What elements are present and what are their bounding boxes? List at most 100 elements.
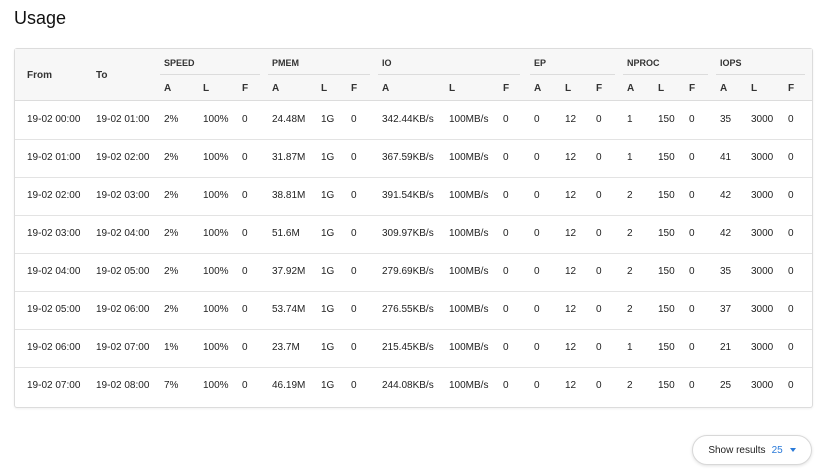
show-results-label: Show results — [708, 444, 766, 456]
subcolumn-header-iops-l: L — [751, 83, 758, 94]
column-header-from: From — [27, 70, 52, 81]
table-cell: 0 — [351, 152, 357, 163]
table-cell: 2% — [164, 266, 179, 277]
table-cell: 0 — [503, 152, 509, 163]
subcolumn-header-nproc-f: F — [689, 83, 696, 94]
table-cell: 0 — [503, 380, 509, 391]
table-cell: 19-02 04:00 — [96, 228, 150, 239]
subcolumn-header-iops-f: F — [788, 83, 795, 94]
table-cell: 19-02 02:00 — [96, 152, 150, 163]
table-cell: 25 — [720, 380, 732, 391]
table-cell: 0 — [503, 228, 509, 239]
group-header-ep: EP — [534, 58, 547, 68]
table-cell: 53.74M — [272, 304, 306, 315]
table-cell: 0 — [503, 342, 509, 353]
table-cell: 19-02 06:00 — [27, 342, 81, 353]
table-cell: 0 — [534, 152, 540, 163]
table-cell: 0 — [596, 228, 602, 239]
table-cell: 24.48M — [272, 114, 306, 125]
table-row: 19-02 05:00 19-02 06:00 2% 100% 0 53.74M 1G 0 27… — [15, 292, 812, 330]
usage-table: From To SPEED A L F PMEM A L F IO A L F EP A L F NPROC A L F I… — [14, 48, 813, 408]
table-cell: 0 — [503, 114, 509, 125]
table-cell: 0 — [596, 114, 602, 125]
table-cell: 19-02 08:00 — [96, 380, 150, 391]
column-header-to: To — [96, 70, 108, 81]
table-cell: 23.7M — [272, 342, 300, 353]
table-cell: 0 — [242, 266, 248, 277]
subcolumn-header-io-f: F — [503, 83, 510, 94]
table-cell: 0 — [689, 380, 695, 391]
table-row: 19-02 06:00 19-02 07:00 1% 100% 0 23.7M 1G 0 215… — [15, 330, 812, 368]
table-cell: 19-02 06:00 — [96, 304, 150, 315]
group-header-iops: IOPS — [720, 58, 742, 68]
table-cell: 0 — [788, 190, 794, 201]
table-cell: 35 — [720, 114, 732, 125]
table-cell: 19-02 00:00 — [27, 114, 81, 125]
table-cell: 0 — [689, 228, 695, 239]
table-cell: 19-02 03:00 — [96, 190, 150, 201]
table-cell: 51.6M — [272, 228, 300, 239]
table-cell: 276.55KB/s — [382, 304, 434, 315]
group-header-io: IO — [382, 58, 392, 68]
page-title: Usage — [14, 8, 67, 28]
table-cell: 150 — [658, 114, 675, 125]
table-row: 19-02 02:00 19-02 03:00 2% 100% 0 38.81M 1G 0 39… — [15, 178, 812, 216]
table-cell: 0 — [351, 190, 357, 201]
table-cell: 38.81M — [272, 190, 306, 201]
table-cell: 1G — [321, 228, 335, 239]
table-cell: 12 — [565, 114, 577, 125]
table-cell: 3000 — [751, 114, 774, 125]
table-cell: 0 — [534, 342, 540, 353]
table-cell: 3000 — [751, 342, 774, 353]
table-cell: 12 — [565, 152, 577, 163]
table-cell: 0 — [351, 380, 357, 391]
table-cell: 150 — [658, 190, 675, 201]
table-cell: 2% — [164, 114, 179, 125]
table-row: 19-02 00:00 19-02 01:00 2% 100% 0 24.48M 1G 0 34… — [15, 102, 812, 140]
table-cell: 42 — [720, 190, 732, 201]
group-divider — [268, 74, 370, 75]
group-divider — [530, 74, 615, 75]
subcolumn-header-ep-a: A — [534, 83, 542, 94]
table-cell: 19-02 04:00 — [27, 266, 81, 277]
table-cell: 100% — [203, 304, 229, 315]
table-cell: 19-02 05:00 — [96, 266, 150, 277]
table-cell: 150 — [658, 304, 675, 315]
table-cell: 42 — [720, 228, 732, 239]
table-cell: 100MB/s — [449, 228, 489, 239]
table-cell: 2% — [164, 152, 179, 163]
show-results-dropdown[interactable]: Show results 25 — [692, 435, 812, 465]
subcolumn-header-nproc-l: L — [658, 83, 665, 94]
table-cell: 100% — [203, 190, 229, 201]
table-cell: 0 — [503, 190, 509, 201]
table-cell: 100MB/s — [449, 266, 489, 277]
table-cell: 3000 — [751, 152, 774, 163]
table-cell: 1G — [321, 114, 335, 125]
table-cell: 0 — [351, 266, 357, 277]
table-cell: 0 — [242, 342, 248, 353]
group-header-speed: SPEED — [164, 58, 195, 68]
show-results-value: 25 — [771, 444, 783, 456]
table-cell: 100% — [203, 228, 229, 239]
table-cell: 100% — [203, 380, 229, 391]
table-cell: 100MB/s — [449, 152, 489, 163]
table-cell: 100MB/s — [449, 380, 489, 391]
table-cell: 3000 — [751, 190, 774, 201]
table-cell: 0 — [351, 304, 357, 315]
subcolumn-header-speed-l: L — [203, 83, 210, 94]
table-cell: 0 — [788, 342, 794, 353]
group-divider — [378, 74, 520, 75]
table-cell: 19-02 03:00 — [27, 228, 81, 239]
table-header: From To SPEED A L F PMEM A L F IO A L F EP A L F NPROC A L F I… — [15, 49, 812, 101]
subcolumn-header-nproc-a: A — [627, 83, 635, 94]
group-divider — [623, 74, 708, 75]
table-cell: 100% — [203, 114, 229, 125]
table-cell: 3000 — [751, 380, 774, 391]
table-cell: 150 — [658, 228, 675, 239]
table-cell: 12 — [565, 266, 577, 277]
table-cell: 3000 — [751, 304, 774, 315]
table-cell: 100MB/s — [449, 304, 489, 315]
table-cell: 0 — [503, 304, 509, 315]
table-cell: 0 — [503, 266, 509, 277]
table-cell: 391.54KB/s — [382, 190, 434, 201]
